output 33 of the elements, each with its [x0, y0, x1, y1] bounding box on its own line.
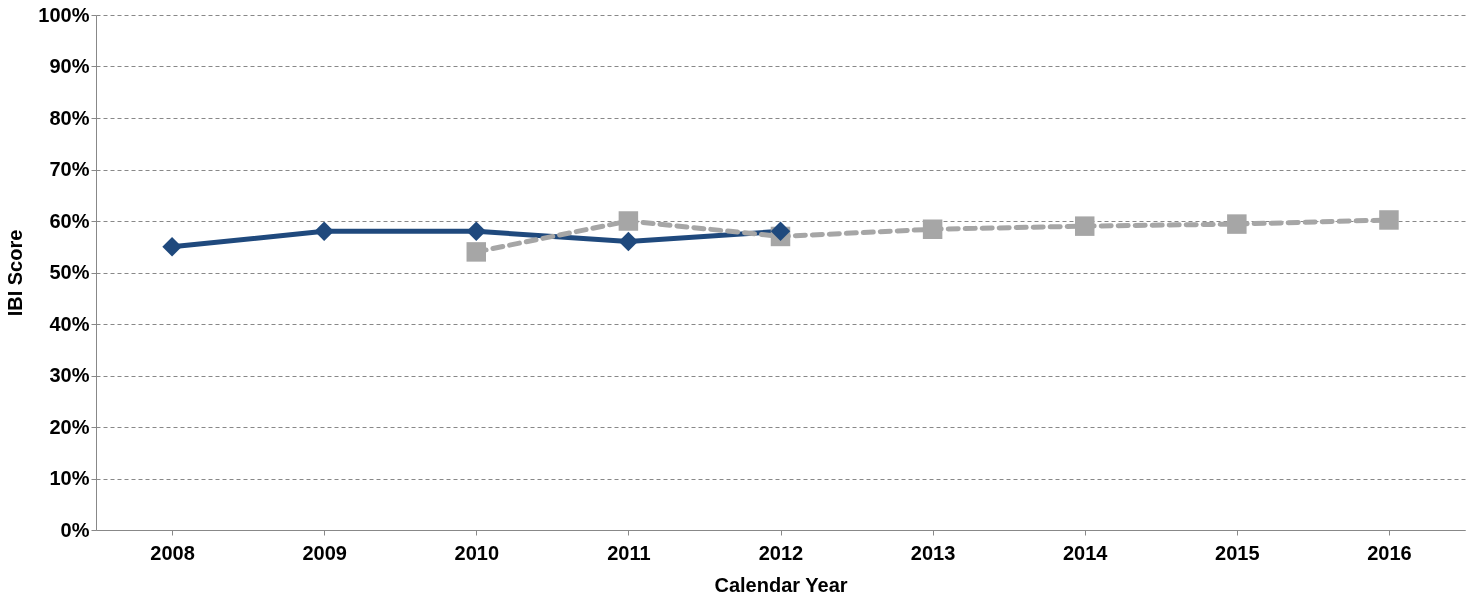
x-axis-title: Calendar Year — [714, 573, 848, 596]
x-tick-label: 2013 — [910, 541, 956, 564]
point — [162, 237, 182, 257]
point — [314, 221, 334, 242]
y-tick-label: 90% — [49, 55, 90, 77]
y-tick-label: 10% — [49, 467, 90, 489]
x-tick-label: 2011 — [607, 541, 651, 564]
point — [618, 231, 639, 252]
y-tick-label: 0% — [60, 518, 90, 541]
y-tick-label: 60% — [49, 209, 90, 232]
y-tick-label: 20% — [49, 415, 90, 438]
point — [1074, 216, 1095, 236]
point — [922, 219, 943, 239]
y-tick-label: 50% — [49, 261, 90, 283]
y-tick-label: 80% — [49, 106, 90, 129]
point — [466, 221, 487, 242]
x-tick-label: 2012 — [758, 541, 804, 564]
y-tick-label: 70% — [49, 158, 90, 180]
point — [618, 211, 639, 231]
y-axis-title: IBI Score — [4, 229, 27, 317]
point — [1227, 214, 1247, 234]
x-tick-label: 2015 — [1215, 541, 1260, 564]
x-tick-label: 2010 — [454, 541, 500, 564]
point — [1379, 210, 1399, 230]
y-tick-label: 100% — [38, 3, 90, 26]
x-tick-label: 2009 — [302, 541, 347, 564]
x-tick-label: 2008 — [150, 541, 195, 564]
y-tick-label: 30% — [49, 364, 90, 386]
x-tick-label: 2014 — [1062, 541, 1109, 564]
x-tick-label: 2016 — [1367, 541, 1412, 564]
point — [770, 221, 791, 242]
y-tick-label: 40% — [49, 312, 90, 335]
point — [466, 242, 487, 262]
